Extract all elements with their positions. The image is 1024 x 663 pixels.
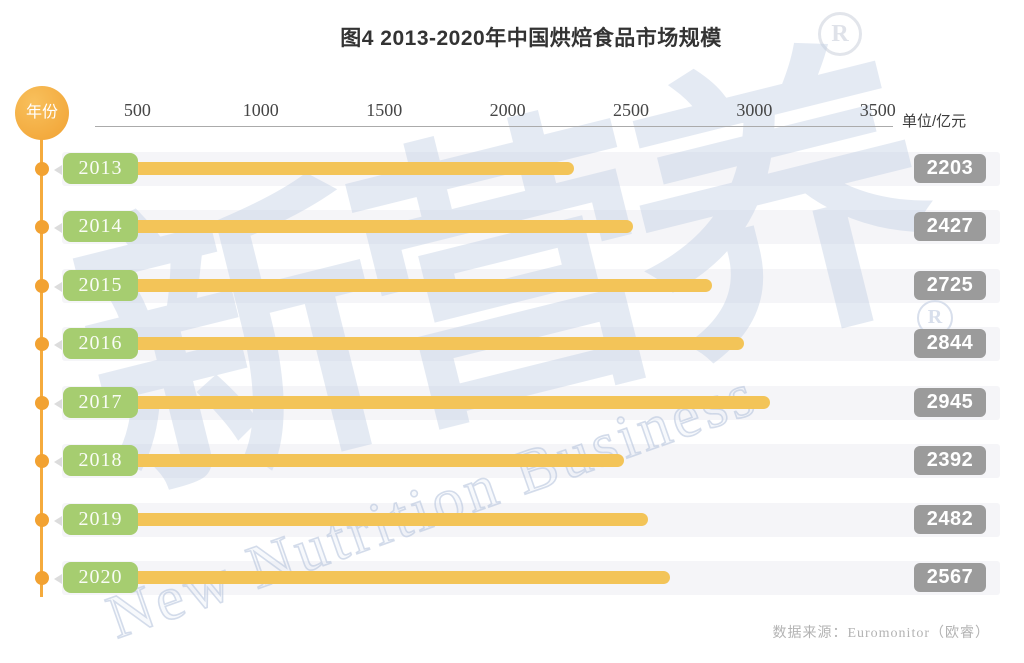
x-axis-tick-label: 1500 [366, 100, 403, 120]
timeline-dot-icon [35, 161, 49, 176]
year-badge: 2014 [63, 211, 138, 243]
value-badge: 2725 [914, 270, 986, 300]
value-bar [112, 220, 634, 234]
badge-notch-icon [54, 457, 62, 468]
timeline-dot-icon [35, 220, 49, 235]
x-axis-tick-label: 1000 [242, 100, 279, 120]
year-badge: 2015 [63, 269, 138, 301]
badge-notch-icon [54, 515, 62, 526]
timeline-dot-icon [35, 571, 49, 586]
year-badge: 2016 [63, 328, 138, 360]
badge-notch-icon [54, 281, 62, 292]
badge-notch-icon [54, 398, 62, 409]
year-badge: 2018 [63, 445, 138, 477]
table-row: 2013 2203 [0, 151, 1024, 186]
data-source-note: 数据来源：Euromonitor（欧睿） [772, 626, 990, 641]
value-bar [112, 337, 744, 351]
timeline-dot-icon [35, 337, 49, 352]
value-bar [112, 454, 624, 468]
year-badge: 2017 [63, 386, 138, 418]
x-axis-tick-label: 2500 [613, 100, 649, 120]
x-axis-tick-label: 3000 [736, 100, 773, 120]
table-row: 2020 2567 [0, 561, 1024, 596]
badge-notch-icon [54, 164, 62, 175]
badge-notch-icon [54, 223, 62, 234]
value-badge: 2945 [914, 387, 986, 417]
x-axis-tick-label: 2000 [489, 100, 526, 120]
badge-notch-icon [54, 574, 62, 585]
value-bar [112, 278, 713, 292]
value-bar [112, 512, 648, 526]
timeline-dot-icon [35, 278, 49, 293]
y-axis-label-badge: 年份 [15, 86, 69, 140]
value-bar [112, 395, 771, 409]
table-row: 2015 2725 [0, 268, 1024, 303]
table-row: 2018 2392 [0, 444, 1024, 479]
year-badge: 2020 [63, 562, 138, 594]
value-badge: 2844 [914, 329, 986, 359]
timeline-dot-icon [35, 395, 49, 410]
value-badge: 2203 [914, 153, 986, 183]
table-row: 2016 2844 [0, 327, 1024, 362]
timeline-dot-icon [35, 454, 49, 469]
year-badge: 2013 [63, 152, 138, 184]
page-title: 图4 2013-2020年中国烘焙食品市场规模 [340, 27, 722, 50]
value-badge: 2482 [914, 504, 986, 534]
value-badge: 2427 [914, 212, 986, 242]
year-badge: 2019 [63, 503, 138, 535]
table-row: 2014 2427 [0, 210, 1024, 245]
axis-unit-label: 单位/亿元 [902, 113, 967, 130]
table-row: 2017 2945 [0, 385, 1024, 420]
value-badge: 2567 [914, 563, 986, 593]
value-bar [112, 161, 574, 175]
timeline-axis-line [40, 138, 43, 597]
badge-notch-icon [54, 340, 62, 351]
value-bar [112, 571, 671, 585]
x-axis-tick-label: 500 [123, 100, 151, 120]
registered-trademark-icon: R [818, 12, 862, 56]
value-badge: 2392 [914, 446, 986, 476]
x-axis-tick-label: 3500 [859, 100, 896, 120]
table-row: 2019 2482 [0, 502, 1024, 537]
timeline-dot-icon [35, 512, 49, 527]
x-axis-line [95, 126, 893, 127]
